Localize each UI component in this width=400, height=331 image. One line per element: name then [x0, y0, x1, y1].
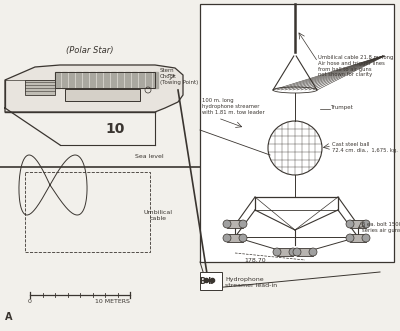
Text: Hydrophone
streamer lead-in: Hydrophone streamer lead-in [225, 277, 277, 288]
Circle shape [239, 234, 247, 242]
Bar [227, 234, 243, 242]
Circle shape [362, 220, 370, 228]
Polygon shape [118, 72, 123, 88]
Text: 100 m. long
hydrophone streamer
with 1.81 m. tow leader: 100 m. long hydrophone streamer with 1.8… [202, 98, 265, 115]
Bar [350, 220, 366, 228]
Circle shape [239, 220, 247, 228]
Text: Cast steel ball
72.4 cm. dia.,  1,675. kg.: Cast steel ball 72.4 cm. dia., 1,675. kg… [332, 142, 398, 153]
Polygon shape [69, 72, 74, 88]
Text: Stern
Chock
(Towing Point): Stern Chock (Towing Point) [160, 68, 198, 85]
Circle shape [273, 248, 281, 256]
Text: (Polar Star): (Polar Star) [66, 46, 114, 55]
Bar [0, 0, 200, 331]
Text: 10 METERS: 10 METERS [95, 299, 130, 304]
Polygon shape [55, 72, 60, 88]
Polygon shape [97, 72, 102, 88]
Polygon shape [146, 72, 151, 88]
Text: B b: B b [200, 277, 214, 287]
Bar [200, 272, 222, 290]
Polygon shape [25, 80, 55, 95]
Polygon shape [90, 72, 95, 88]
Polygon shape [62, 72, 67, 88]
Bar [277, 248, 293, 256]
Polygon shape [83, 72, 88, 88]
Text: Umbilical cable 21.8 m. long
Air hose and trigger lines
from ball to air guns
no: Umbilical cable 21.8 m. long Air hose an… [318, 55, 393, 77]
Text: 0: 0 [28, 299, 32, 304]
Bar [55, 72, 155, 88]
Text: Umbilical
cable: Umbilical cable [144, 210, 172, 221]
Circle shape [362, 234, 370, 242]
Text: Sea level: Sea level [135, 154, 164, 159]
Polygon shape [132, 72, 137, 88]
Text: A: A [5, 312, 12, 322]
Polygon shape [5, 65, 183, 112]
Bar [65, 89, 140, 101]
Bar [200, 4, 394, 262]
Polygon shape [104, 72, 109, 88]
Circle shape [293, 248, 301, 256]
Polygon shape [76, 72, 81, 88]
Polygon shape [125, 72, 130, 88]
Bar [297, 248, 313, 256]
Bar [25, 172, 150, 252]
Text: Trumpet: Trumpet [330, 106, 353, 111]
Text: 178.70: 178.70 [244, 258, 266, 263]
Bar [350, 234, 366, 242]
Polygon shape [153, 72, 158, 88]
Circle shape [289, 248, 297, 256]
Polygon shape [139, 72, 144, 88]
Circle shape [309, 248, 317, 256]
Circle shape [346, 234, 354, 242]
Circle shape [223, 234, 231, 242]
Text: 6 ea. bolt 1500
series air guns: 6 ea. bolt 1500 series air guns [362, 222, 400, 233]
Circle shape [223, 220, 231, 228]
Circle shape [346, 220, 354, 228]
Bar [227, 220, 243, 228]
Text: 10: 10 [105, 122, 125, 136]
Polygon shape [111, 72, 116, 88]
